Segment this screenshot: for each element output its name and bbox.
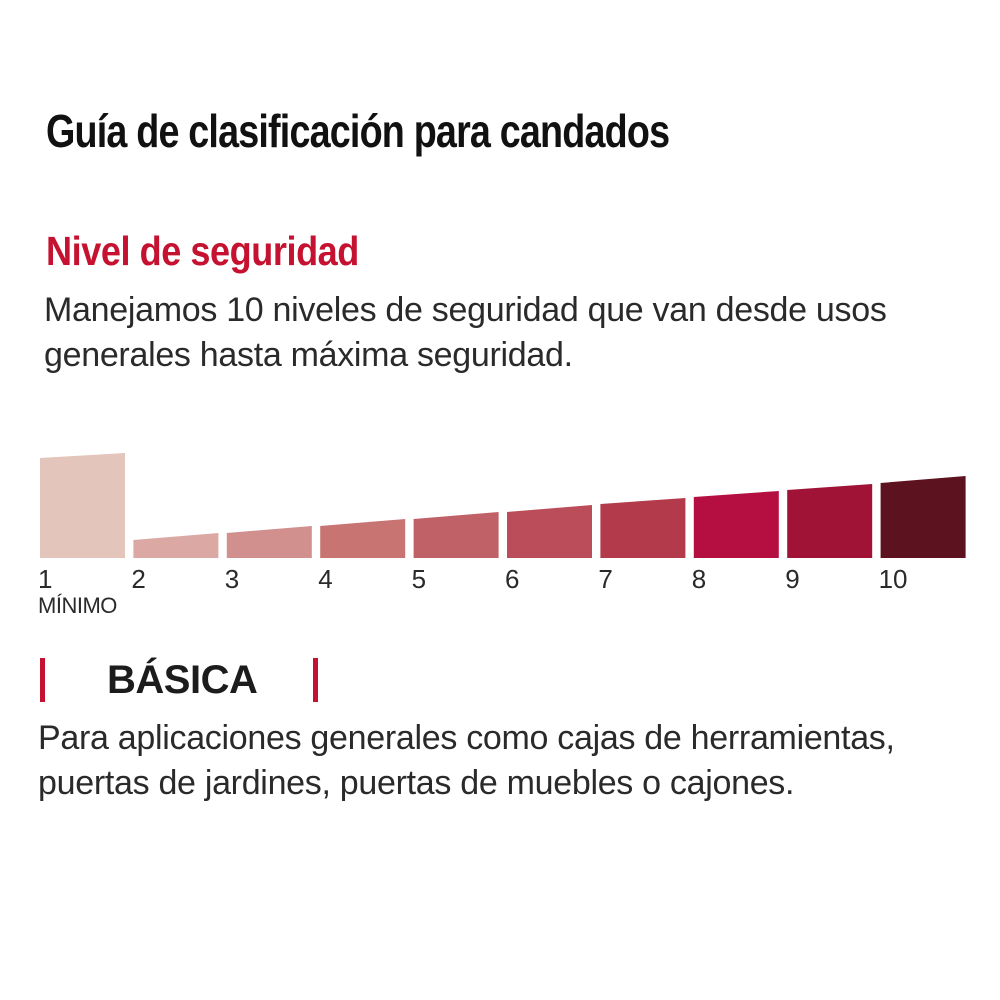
chart-bar-label-10: 10 bbox=[879, 564, 908, 594]
chart-bar-6 bbox=[507, 505, 592, 558]
text-line: generales hasta máxima seguridad. bbox=[44, 336, 573, 374]
chart-bar-1 bbox=[40, 453, 125, 558]
chart-bar-label-1: 1 bbox=[38, 564, 52, 594]
text-line: Manejamos 10 niveles de seguridad que va… bbox=[44, 291, 887, 329]
chart-bar-10 bbox=[880, 476, 966, 558]
chart-bar-5 bbox=[413, 512, 499, 558]
chart-bar-label-8: 8 bbox=[692, 564, 706, 594]
chart-bar-label-7: 7 bbox=[598, 564, 612, 594]
page-title: Guía de clasificación para candados bbox=[46, 105, 670, 157]
chart-bar-label-2: 2 bbox=[131, 564, 145, 594]
category-description: Para aplicaciones generales como cajas d… bbox=[38, 716, 895, 806]
chart-bar-label-4: 4 bbox=[318, 564, 332, 594]
security-level-intro: Manejamos 10 niveles de seguridad que va… bbox=[44, 288, 887, 378]
chart-bar-9 bbox=[787, 484, 873, 558]
chart-bar-3 bbox=[226, 526, 312, 558]
text-line: puertas de jardines, puertas de muebles … bbox=[38, 764, 795, 802]
security-level-heading: Nivel de seguridad bbox=[46, 228, 359, 274]
chart-bar-label-5: 5 bbox=[412, 564, 426, 594]
chart-bar-2 bbox=[133, 533, 219, 558]
chart-bar-4 bbox=[320, 519, 406, 558]
chart-bar-8 bbox=[693, 491, 779, 558]
chart-bar-label-6: 6 bbox=[505, 564, 519, 594]
range-tick-left bbox=[40, 658, 45, 702]
chart-bar-7 bbox=[600, 498, 686, 558]
chart-bar-label-3: 3 bbox=[225, 564, 239, 594]
category-row: BÁSICA bbox=[40, 656, 319, 704]
text-line: Para aplicaciones generales como cajas d… bbox=[38, 719, 895, 757]
range-tick-right bbox=[313, 658, 319, 702]
category-label: BÁSICA bbox=[107, 657, 258, 702]
chart-bar-label-9: 9 bbox=[785, 564, 799, 594]
chart-min-label: MÍNIMO bbox=[38, 593, 117, 618]
